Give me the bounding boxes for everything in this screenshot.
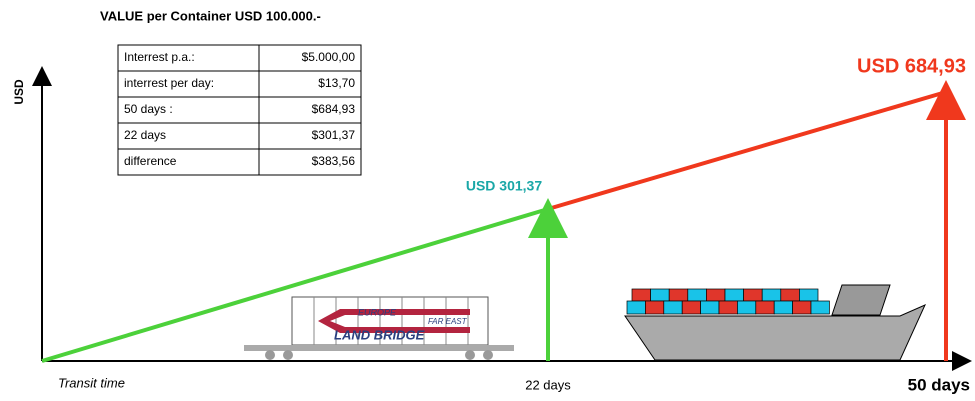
cell-label: Interrest p.a.: <box>124 50 195 64</box>
ship-container <box>627 301 645 314</box>
ship-container <box>645 301 663 314</box>
end-value: USD 684,93 <box>857 55 966 77</box>
ship-container <box>682 301 700 314</box>
title: VALUE per Container USD 100.000.- <box>100 8 321 23</box>
ship-container <box>793 301 811 314</box>
cell-value: $5.000,00 <box>302 50 356 64</box>
y-axis-label: USD <box>12 79 26 105</box>
cell-label: 22 days <box>124 128 166 142</box>
end-tick: 50 days <box>908 375 970 394</box>
ship-container <box>651 289 670 301</box>
mid-tick: 22 days <box>525 377 571 392</box>
mid-value: USD 301,37 <box>466 178 542 194</box>
cell-value: $684,93 <box>312 102 356 116</box>
ship-container <box>781 289 800 301</box>
train-side: FAR EAST <box>428 317 468 326</box>
ship-container <box>669 289 688 301</box>
red-line <box>548 92 946 209</box>
ship-container <box>774 301 792 314</box>
x-axis-label: Transit time <box>58 375 125 390</box>
cell-value: $301,37 <box>312 128 356 142</box>
cell-label: difference <box>124 154 177 168</box>
info-table: Interrest p.a.: $5.000,00 interrest per da… <box>118 45 361 175</box>
train-top: EUROPE <box>358 307 397 317</box>
ship <box>625 285 925 360</box>
train: EUROPE FAR EAST LAND BRIDGE <box>244 297 514 360</box>
ship-container <box>706 289 725 301</box>
ship-container <box>725 289 744 301</box>
ship-container <box>664 301 682 314</box>
ship-container <box>701 301 719 314</box>
ship-container <box>811 301 829 314</box>
cell-value: $383,56 <box>312 154 356 168</box>
train-name: LAND BRIDGE <box>334 327 425 342</box>
cell-value: $13,70 <box>318 76 355 90</box>
ship-container <box>756 301 774 314</box>
ship-container <box>688 289 707 301</box>
ship-container <box>744 289 763 301</box>
ship-container <box>719 301 737 314</box>
diagram: VALUE per Container USD 100.000.- Interr… <box>0 0 975 401</box>
chassis <box>244 345 514 351</box>
cell-label: interrest per day: <box>124 76 214 90</box>
bridge <box>832 285 890 315</box>
ship-container <box>737 301 755 314</box>
ship-container <box>632 289 651 301</box>
cell-label: 50 days : <box>124 102 173 116</box>
ship-container <box>762 289 781 301</box>
ship-container <box>799 289 818 301</box>
